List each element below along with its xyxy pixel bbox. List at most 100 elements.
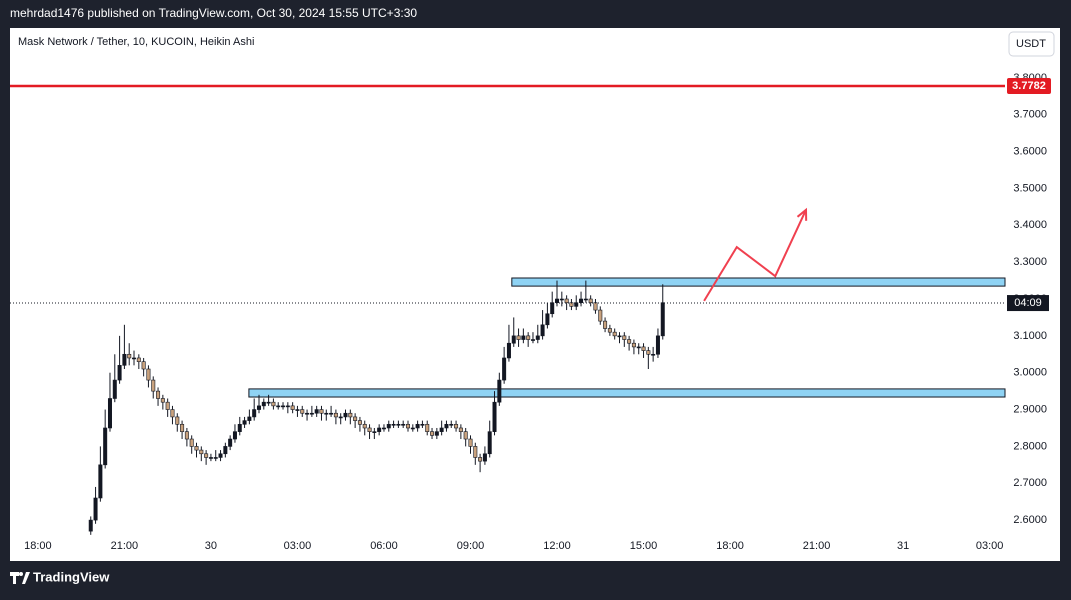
candle-body: [458, 427, 463, 432]
candle-body: [146, 368, 151, 381]
alert-box: [1007, 77, 1051, 94]
candle-body: [156, 390, 161, 399]
zone: [511, 277, 1006, 287]
candle-body: [189, 438, 194, 447]
candle-body: [165, 401, 170, 410]
candle-body: [511, 335, 516, 344]
candle-body: [405, 423, 410, 429]
y-tick-label: 3.1000: [1013, 330, 1047, 342]
y-tick-label: 3.4000: [1013, 219, 1047, 231]
candle-body: [636, 346, 641, 349]
candle-body: [213, 457, 218, 459]
candle-body: [281, 405, 286, 408]
chart-panel: [10, 28, 1060, 561]
x-tick-label: 15:00: [630, 540, 658, 552]
candle-body: [122, 353, 127, 366]
candle-body: [141, 361, 146, 370]
candle-body: [377, 427, 382, 432]
candle-body: [232, 431, 237, 440]
countdown-box: [1007, 295, 1049, 312]
currency-button[interactable]: [1008, 31, 1055, 57]
candle-body: [386, 423, 391, 429]
candle-body: [478, 457, 483, 462]
candle-body: [559, 298, 564, 301]
candle-body: [136, 357, 141, 362]
candle-body: [228, 438, 233, 447]
candle-body: [290, 405, 295, 410]
candle-body: [410, 427, 415, 430]
candle-body: [372, 431, 377, 433]
candle-body: [598, 309, 603, 322]
candle-body: [329, 412, 334, 415]
candle-body: [641, 346, 646, 351]
x-tick-label: 31: [897, 540, 909, 552]
candle-body: [353, 416, 358, 421]
chart-title: Mask Network / Tether, 10, KUCOIN, Heiki…: [18, 36, 254, 48]
candle-body: [357, 420, 362, 425]
alert-label: 3.7782: [1012, 80, 1046, 92]
candle-body: [132, 357, 137, 360]
candle-body: [516, 335, 521, 340]
candle-body: [487, 431, 492, 455]
publisher: mehrdad1476 published on TradingView.com…: [10, 6, 417, 20]
candle-body: [170, 409, 175, 418]
candle-body: [555, 298, 560, 303]
candle-body: [579, 298, 584, 303]
candle-body: [439, 427, 444, 432]
y-tick-label: 3.3000: [1013, 256, 1047, 268]
candle-body: [381, 427, 386, 430]
candle-body: [367, 427, 372, 432]
candle-body: [631, 342, 636, 348]
candle-body: [180, 423, 185, 432]
candle-body: [242, 420, 247, 425]
candle-body: [295, 409, 300, 411]
candle-body: [583, 298, 588, 301]
candle-body: [651, 353, 656, 356]
candle-body: [319, 409, 324, 414]
candle-body: [482, 453, 487, 462]
x-tick-label: 03:00: [976, 540, 1004, 552]
candle-body: [612, 331, 617, 337]
x-tick-label: 18:00: [716, 540, 744, 552]
candle-body: [300, 409, 305, 414]
candle-body: [506, 342, 511, 359]
candle-body: [348, 412, 353, 418]
candle-body: [194, 446, 199, 451]
currency[interactable]: USDT: [1016, 38, 1046, 50]
candle-body: [199, 449, 204, 455]
arrow-head: [796, 207, 808, 221]
candle-body: [175, 416, 180, 425]
candle-body: [530, 339, 535, 341]
candle-body: [338, 416, 343, 419]
candle-body: [309, 412, 314, 415]
forecast-arrow: [703, 209, 807, 302]
candle-body: [473, 446, 478, 458]
candle-body: [305, 412, 310, 415]
candle-body: [564, 298, 569, 303]
candle-body: [107, 398, 112, 429]
candle-body: [88, 519, 93, 532]
candle-body: [420, 423, 425, 426]
candle-body: [502, 357, 507, 381]
candle-body: [593, 302, 598, 311]
candle-body: [324, 412, 329, 415]
candle-body: [497, 379, 502, 403]
x-tick-label: 21:00: [803, 540, 831, 552]
candle-body: [127, 353, 132, 359]
y-tick-label: 3.6000: [1013, 146, 1047, 158]
candle-body: [276, 405, 281, 408]
y-tick-label: 3.0000: [1013, 367, 1047, 379]
candle-body: [223, 446, 228, 455]
x-tick-label: 09:00: [457, 540, 485, 552]
candle-body: [655, 335, 660, 355]
candle-body: [396, 423, 401, 426]
y-tick-label: 2.7000: [1013, 477, 1047, 489]
candle-body: [151, 379, 156, 392]
y-tick-label: 2.9000: [1013, 403, 1047, 415]
countdown-label: 04:09: [1014, 297, 1042, 309]
candle-body: [247, 416, 252, 421]
x-tick-label: 03:00: [284, 540, 312, 552]
candle-body: [218, 453, 223, 458]
